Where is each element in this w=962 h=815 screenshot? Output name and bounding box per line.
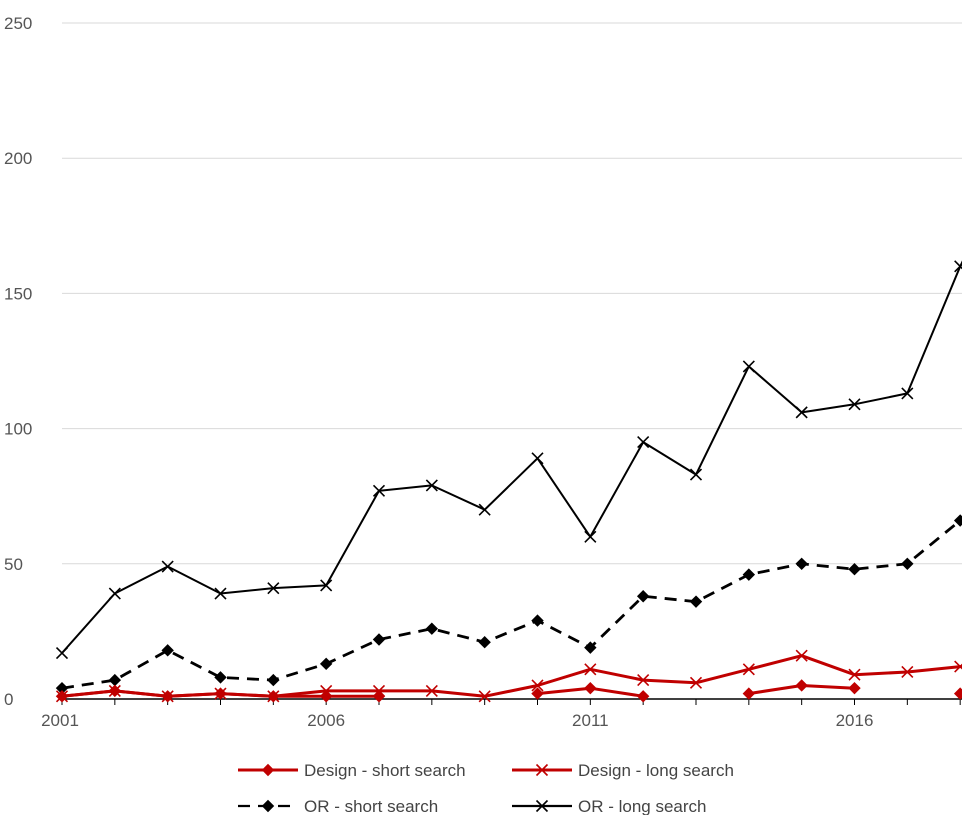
data-point bbox=[795, 406, 808, 419]
data-point bbox=[478, 503, 491, 516]
y-tick-label: 50 bbox=[4, 555, 23, 574]
legend-item-or-long-search: OR - long search bbox=[512, 797, 707, 815]
data-point bbox=[742, 360, 755, 373]
y-tick-label: 0 bbox=[4, 690, 13, 709]
data-point bbox=[848, 563, 861, 576]
y-tick-label: 200 bbox=[4, 149, 32, 168]
data-point bbox=[531, 687, 544, 700]
x-tick-label: 2001 bbox=[41, 711, 79, 730]
series-area bbox=[55, 260, 962, 703]
data-point bbox=[372, 633, 386, 646]
series-line bbox=[61, 654, 962, 698]
data-point bbox=[742, 568, 756, 581]
data-point bbox=[478, 690, 491, 703]
series-or-short-search bbox=[55, 514, 962, 695]
data-point bbox=[584, 663, 597, 676]
data-point bbox=[161, 690, 174, 703]
data-point bbox=[637, 436, 650, 449]
data-point bbox=[372, 484, 386, 497]
data-point bbox=[55, 690, 69, 703]
data-point bbox=[372, 690, 386, 703]
data-point bbox=[742, 687, 756, 700]
data-point bbox=[636, 590, 650, 603]
legend-marker bbox=[261, 763, 275, 777]
data-point bbox=[901, 557, 914, 571]
data-point bbox=[425, 684, 438, 697]
gridlines bbox=[62, 22, 962, 565]
data-point bbox=[214, 587, 227, 600]
y-tick-label: 150 bbox=[4, 284, 32, 303]
data-point bbox=[478, 636, 491, 649]
legend-marker bbox=[535, 763, 549, 777]
data-point bbox=[584, 530, 597, 543]
y-tick-label: 100 bbox=[4, 420, 32, 439]
data-point bbox=[319, 690, 333, 703]
data-point bbox=[161, 644, 174, 657]
data-point bbox=[108, 587, 121, 600]
data-point bbox=[267, 582, 280, 595]
data-point bbox=[425, 622, 439, 635]
legend-label: OR - long search bbox=[578, 797, 707, 815]
data-point bbox=[637, 674, 650, 687]
axes: 0 50 100 150 200 250 2001 2006 2011 2016 bbox=[4, 14, 962, 730]
data-point bbox=[901, 387, 914, 400]
data-point bbox=[531, 452, 544, 465]
legend-label: Design - long search bbox=[578, 761, 734, 780]
data-point bbox=[901, 665, 914, 679]
data-point bbox=[689, 676, 703, 689]
data-point bbox=[320, 579, 333, 592]
legend-label: Design - short search bbox=[304, 761, 466, 780]
data-point bbox=[425, 479, 438, 492]
legend-item-or-short-search: OR - short search bbox=[238, 797, 438, 815]
data-point bbox=[954, 660, 962, 673]
data-point bbox=[689, 595, 703, 608]
data-point bbox=[531, 614, 544, 627]
x-tick-label: 2006 bbox=[307, 711, 345, 730]
data-point bbox=[584, 681, 597, 695]
data-point bbox=[848, 668, 861, 681]
legend-marker bbox=[535, 799, 549, 813]
legend-marker bbox=[261, 799, 275, 813]
legend-label: OR - short search bbox=[304, 797, 438, 815]
data-point bbox=[953, 687, 962, 700]
data-point bbox=[636, 690, 650, 703]
data-point bbox=[108, 673, 122, 687]
data-point bbox=[742, 663, 755, 676]
series-or-long-search bbox=[55, 260, 962, 660]
legend-item-design-short-search: Design - short search bbox=[238, 761, 466, 780]
data-point bbox=[848, 681, 861, 695]
data-point bbox=[108, 684, 122, 698]
data-point bbox=[531, 679, 544, 692]
data-point bbox=[584, 641, 597, 654]
data-point bbox=[267, 673, 280, 687]
data-point bbox=[319, 657, 333, 671]
x-tick-label: 2011 bbox=[572, 711, 609, 730]
data-point bbox=[214, 687, 227, 700]
data-point bbox=[795, 649, 808, 662]
data-point bbox=[689, 468, 703, 481]
legend: Design - short search Design - long searc… bbox=[238, 761, 734, 815]
data-point bbox=[267, 690, 280, 703]
data-point bbox=[55, 646, 69, 660]
data-point bbox=[214, 671, 227, 684]
data-point bbox=[953, 514, 962, 527]
series-design-short-search bbox=[55, 679, 962, 703]
data-point bbox=[954, 260, 962, 273]
data-point bbox=[795, 679, 808, 692]
data-point bbox=[848, 398, 861, 411]
data-point bbox=[795, 557, 808, 571]
data-point bbox=[161, 560, 174, 573]
series-line bbox=[61, 260, 962, 654]
legend-item-design-long-search: Design - long search bbox=[512, 761, 734, 780]
x-tick-label: 2016 bbox=[836, 711, 874, 730]
y-tick-label: 250 bbox=[4, 14, 32, 33]
series-line bbox=[61, 515, 962, 690]
